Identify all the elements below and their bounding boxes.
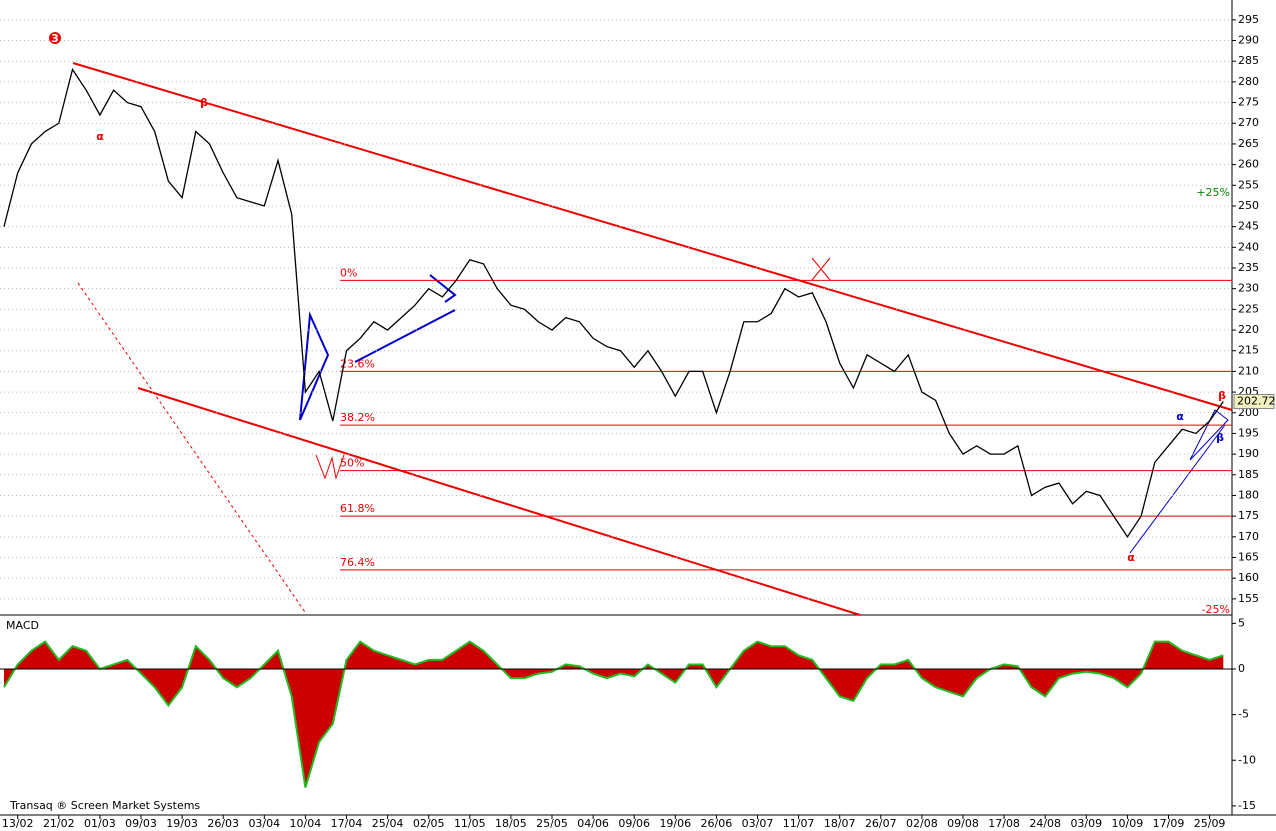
x-tick-label: 13/02 xyxy=(2,817,34,830)
fib-label: 50% xyxy=(340,457,364,470)
wave-marker xyxy=(49,32,61,44)
y-tick-label: 280 xyxy=(1238,75,1259,88)
x-tick-label: 21/02 xyxy=(43,817,75,830)
x-tick-label: 17/04 xyxy=(331,817,363,830)
x-tick-label: 03/09 xyxy=(1070,817,1102,830)
fib-label: 76.4% xyxy=(340,556,375,569)
x-tick-label: 01/03 xyxy=(84,817,116,830)
trendline xyxy=(354,309,456,363)
fib-label: 0% xyxy=(340,266,357,279)
trendline xyxy=(1129,424,1226,554)
y-tick-label: 220 xyxy=(1238,323,1259,336)
x-tick-label: 03/07 xyxy=(742,817,774,830)
macd-line xyxy=(3,640,1224,788)
x-tick-label: 26/03 xyxy=(207,817,239,830)
w-mark xyxy=(315,451,346,480)
fib-label: 61.8% xyxy=(340,502,375,515)
fib-label: 23.6% xyxy=(340,357,375,370)
y-tick-label: 225 xyxy=(1238,302,1259,315)
trendlines xyxy=(72,62,1233,616)
x-tick-label: 11/05 xyxy=(454,817,486,830)
x-tick-label: 10/04 xyxy=(290,817,322,830)
x-tick-label: 18/07 xyxy=(824,817,856,830)
x-tick-label: 03/04 xyxy=(248,817,280,830)
wedge xyxy=(1189,409,1229,461)
y-tick-label: 275 xyxy=(1238,96,1259,109)
x-tick-label: 11/07 xyxy=(783,817,815,830)
y-tick-label: 160 xyxy=(1238,571,1259,584)
wave-label: α xyxy=(96,130,104,143)
trendline xyxy=(137,387,861,616)
y-tick-label: 255 xyxy=(1238,178,1259,191)
y-tick-label: 195 xyxy=(1238,426,1259,439)
y-tick-label: 285 xyxy=(1238,54,1259,67)
y-tick-label: 245 xyxy=(1238,220,1259,233)
x-tick-label: 25/05 xyxy=(536,817,568,830)
x-tick-label: 09/06 xyxy=(618,817,650,830)
x-tick-label: 02/08 xyxy=(906,817,938,830)
y-tick-label: 5 xyxy=(1238,616,1245,629)
x-tick-label: 10/09 xyxy=(1112,817,1144,830)
x-tick-label: 25/04 xyxy=(372,817,404,830)
x-tick-label: 17/09 xyxy=(1153,817,1185,830)
x-tick-label: 02/05 xyxy=(413,817,445,830)
x-tick-label: 18/05 xyxy=(495,817,527,830)
y-tick-label: 155 xyxy=(1238,592,1259,605)
y-tick-label: 250 xyxy=(1238,199,1259,212)
y-tick-label: 270 xyxy=(1238,116,1259,129)
x-tick-label: 26/07 xyxy=(865,817,897,830)
y-tick-label: 165 xyxy=(1238,551,1259,564)
y-tick-label: -15 xyxy=(1238,799,1256,812)
y-tick-label: 170 xyxy=(1238,530,1259,543)
y-tick-label: 295 xyxy=(1238,13,1259,26)
x-tick-label: 09/03 xyxy=(125,817,157,830)
y-tick-label: 260 xyxy=(1238,158,1259,171)
wave-label: α xyxy=(1127,551,1135,564)
percent-label: +25% xyxy=(1196,186,1230,199)
wedge xyxy=(429,274,457,303)
y-tick-label: 240 xyxy=(1238,240,1259,253)
last-price-box xyxy=(1233,394,1275,410)
wave-label: 3 xyxy=(51,32,59,45)
fib-label: 38.2% xyxy=(340,411,375,424)
y-tick-label: 175 xyxy=(1238,509,1259,522)
y-tick-label: 230 xyxy=(1238,282,1259,295)
x-tick-label: 24/08 xyxy=(1029,817,1061,830)
y-tick-label: 265 xyxy=(1238,137,1259,150)
y-tick-label: 185 xyxy=(1238,468,1259,481)
x-tick-label: 17/08 xyxy=(988,817,1020,830)
wave-label: β xyxy=(1218,389,1226,402)
x-tick-label: 19/03 xyxy=(166,817,198,830)
x-tick-label: 25/09 xyxy=(1194,817,1226,830)
trendline xyxy=(77,282,306,613)
y-tick-label: 290 xyxy=(1238,34,1259,47)
last-price-label: 202.72 xyxy=(1237,395,1276,408)
y-tick-label: 215 xyxy=(1238,344,1259,357)
trendline xyxy=(72,62,1233,411)
x-tick-label: 26/06 xyxy=(701,817,733,830)
y-tick-label: -5 xyxy=(1238,708,1249,721)
y-tick-label: 210 xyxy=(1238,364,1259,377)
x-tick-label: 04/06 xyxy=(577,817,609,830)
x-tick-label: 09/08 xyxy=(947,817,979,830)
panel-title: MACD xyxy=(6,619,39,632)
wedge xyxy=(299,311,330,421)
y-tick-label: 190 xyxy=(1238,447,1259,460)
x-tick-label: 19/06 xyxy=(659,817,691,830)
price-line xyxy=(3,67,1224,539)
y-tick-label: 0 xyxy=(1238,662,1245,675)
y-tick-label: -10 xyxy=(1238,753,1256,766)
wave-label: β xyxy=(1216,431,1224,444)
wave-label: β xyxy=(200,96,208,109)
cross xyxy=(811,257,831,281)
footer: Transaq ® Screen Market Systems xyxy=(9,799,200,812)
macd-area xyxy=(4,641,1224,788)
y-tick-label: 180 xyxy=(1238,488,1259,501)
y-tick-label: 235 xyxy=(1238,261,1259,274)
wave-label: α xyxy=(1176,410,1184,423)
percent-label: -25% xyxy=(1202,603,1230,616)
